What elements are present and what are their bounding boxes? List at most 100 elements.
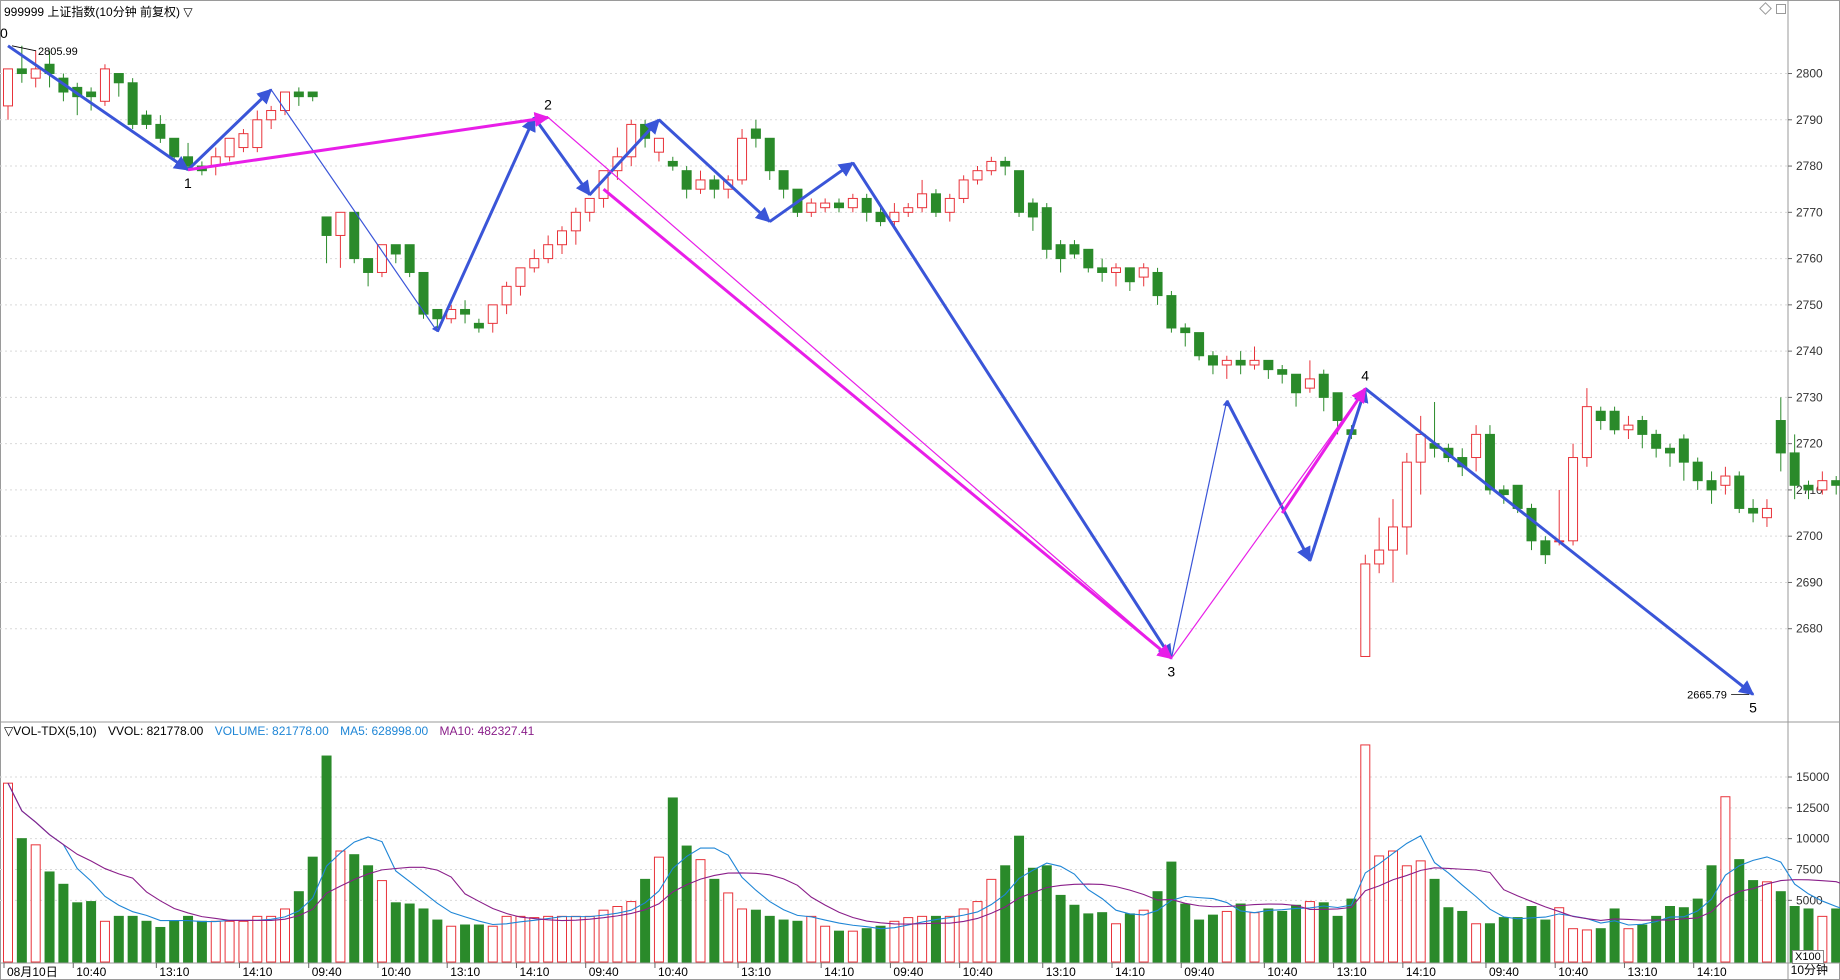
volume-bar-up (99, 920, 110, 963)
candle-body-up (958, 179, 969, 199)
volume-bar-up (889, 920, 900, 963)
ma10-value: MA10: 482327.41 (439, 724, 535, 738)
volume-bar-down (1595, 928, 1606, 963)
candle-body-up (1249, 359, 1260, 366)
candle-body-down (667, 160, 678, 167)
time-tick-label: 13:10 (1337, 965, 1367, 979)
vol-indicator-label[interactable]: ▽VOL-TDX(5,10) (4, 724, 97, 738)
candle-body-up (266, 110, 277, 121)
candle-body-down (1291, 373, 1302, 394)
wave-label-4: 4 (1361, 368, 1369, 384)
price-tick-label: 2740 (1796, 344, 1823, 358)
volume-bar-up (1111, 923, 1121, 963)
candle-body-down (1235, 359, 1246, 366)
candle-body-up (986, 160, 997, 172)
candle-body-up (543, 244, 554, 260)
wave-line-blue (1170, 400, 1229, 659)
volume-tick-label: 7500 (1796, 863, 1823, 877)
candle-body-down (16, 68, 27, 75)
volume-bar-up (1415, 860, 1426, 963)
time-tick-label: 10:40 (658, 965, 688, 979)
volume-bar-up (1623, 928, 1634, 963)
volume-bar-down (58, 883, 69, 963)
time-tick-label: 13:10 (1627, 965, 1657, 979)
time-tick-label: 14:10 (1115, 965, 1145, 979)
time-tick-label: 14:10 (519, 965, 549, 979)
wave-line-blue (533, 116, 591, 196)
price-tick-label: 2730 (1796, 390, 1823, 404)
vvol-value: VVOL: 821778.00 (107, 724, 204, 738)
volume-bar-up (515, 915, 526, 963)
volume-bar-down (293, 891, 304, 963)
volume-bar-up (30, 844, 41, 963)
candle-body-up (238, 133, 249, 149)
volume-bar-down (72, 902, 83, 963)
price-tick-label: 2750 (1796, 298, 1823, 312)
candle-body-down (1124, 267, 1135, 283)
candle-body-down (1748, 507, 1759, 514)
volume-bar-down (1831, 908, 1840, 963)
wave-line-magenta (1170, 388, 1366, 659)
candle-body-down (293, 91, 304, 98)
volume-bar-down (141, 920, 152, 963)
price-tick-label: 2800 (1796, 67, 1823, 81)
price-tick-label: 2700 (1796, 529, 1823, 543)
candle-body-up (695, 179, 706, 190)
candle-body-down (1083, 248, 1094, 269)
volume-bar-down (1484, 923, 1495, 963)
candle-body-up (501, 285, 512, 306)
period-label[interactable]: 10分钟 (1790, 963, 1828, 977)
volume-bar-down (1512, 917, 1523, 963)
volume-bar-up (543, 915, 554, 963)
time-tick-label: 13:10 (159, 965, 189, 979)
price-tick-label: 2720 (1796, 437, 1823, 451)
volume-bar-up (584, 915, 595, 963)
volume-bar-up (986, 878, 997, 963)
candle-body-down (1665, 447, 1675, 454)
volume-bar-down (1124, 913, 1135, 963)
candle-body-down (1318, 373, 1329, 398)
candle-body-down (834, 202, 844, 209)
candle-body-up (515, 267, 526, 287)
volume-tick-label: 15000 (1796, 770, 1830, 784)
price-tick-label: 2780 (1796, 159, 1823, 173)
candle-body-up (99, 68, 110, 102)
candle-body-down (418, 271, 429, 315)
volume-bar-down (778, 919, 789, 963)
candle-body-up (376, 244, 387, 273)
volume-bar-down (404, 903, 415, 963)
candle-body-down (363, 258, 374, 273)
volume-bar-down (1194, 919, 1205, 963)
wave-line-blue (588, 118, 661, 196)
candle-body-up (1221, 359, 1232, 366)
candle-body-up (570, 211, 581, 232)
restore-icon[interactable] (1776, 4, 1786, 14)
wave-line-magenta (1280, 387, 1367, 514)
volume-bar-up (238, 920, 249, 963)
volume-bar-down (1609, 908, 1620, 963)
volume-bar-down (1263, 908, 1274, 963)
volume-bar-up (1761, 881, 1772, 963)
wave-line-blue (1308, 387, 1369, 562)
candle-body-up (626, 123, 637, 158)
volume-bar-down (792, 920, 803, 963)
candle-body-down (1540, 540, 1551, 556)
volume-bar-up (1720, 796, 1731, 963)
candle-body-down (1207, 355, 1218, 366)
time-tick-label: 10:40 (1267, 965, 1297, 979)
candle-body-up (529, 258, 540, 269)
volume-bar-up (487, 925, 498, 963)
candle-body-down (1055, 244, 1066, 260)
volume-bar-down (363, 865, 374, 963)
volume-bar-down (1540, 919, 1551, 963)
candle-body-up (487, 304, 498, 324)
volume-bar-up (612, 906, 623, 963)
chart-title[interactable]: 999999 上证指数(10分钟 前复权) ▽ (4, 5, 193, 19)
candle-body-down (1069, 244, 1080, 255)
wave-line-magenta (602, 188, 1173, 660)
candle-body-up (1388, 526, 1398, 551)
candle-body-down (1332, 392, 1343, 422)
volume-bar-down (86, 901, 97, 963)
candle-body-up (1623, 424, 1634, 431)
